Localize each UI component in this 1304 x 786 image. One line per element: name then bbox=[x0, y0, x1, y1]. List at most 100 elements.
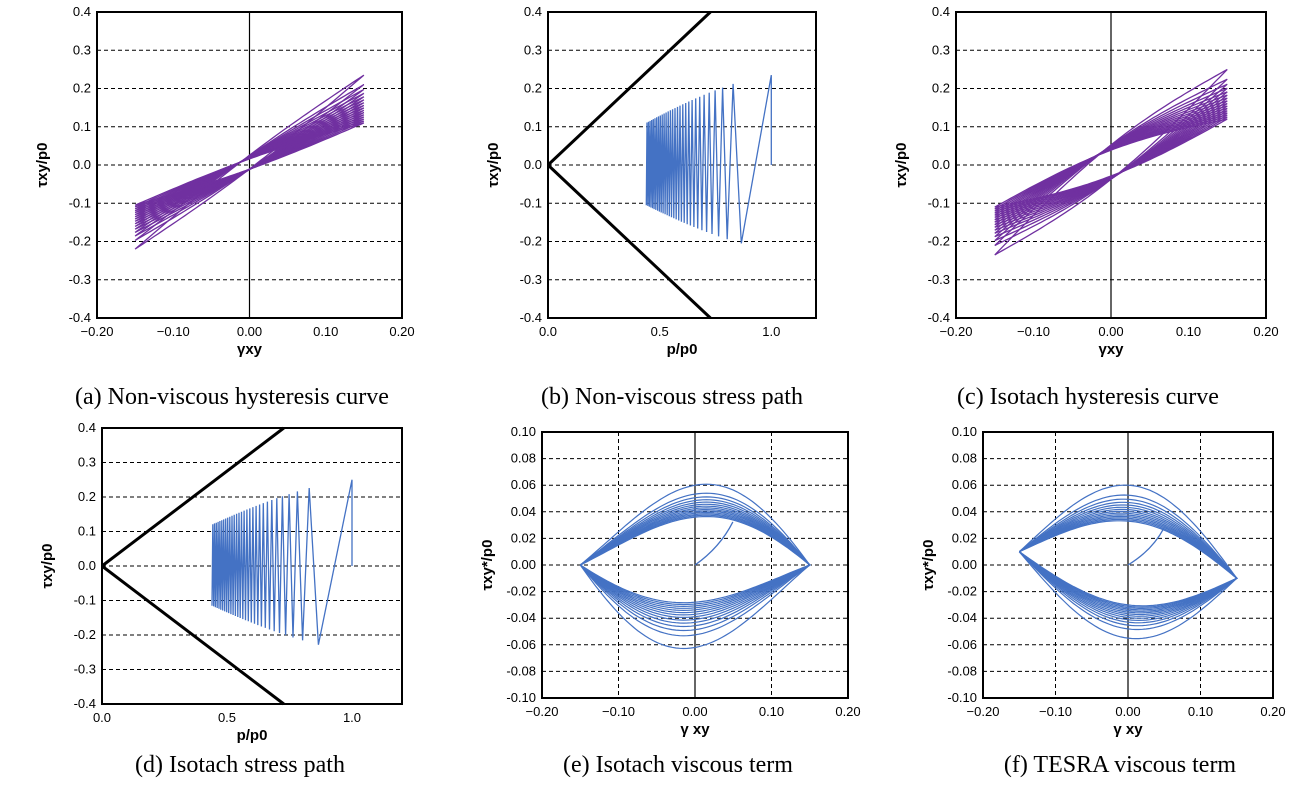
x-tick-label: 0.5 bbox=[218, 710, 236, 725]
y-tick-label: -0.04 bbox=[947, 610, 977, 625]
y-tick-label: -0.04 bbox=[506, 610, 536, 625]
failure-line-upper bbox=[101, 426, 285, 568]
stress-path bbox=[211, 479, 353, 645]
x-tick-label: 0.00 bbox=[1115, 704, 1140, 719]
hysteresis-loop bbox=[134, 104, 365, 222]
plot-border bbox=[541, 431, 849, 699]
figure-caption: (e) Isotach viscous term bbox=[563, 752, 793, 778]
initial-branch bbox=[694, 521, 734, 566]
y-tick-label: -0.10 bbox=[506, 690, 536, 705]
y-tick-label: 0.2 bbox=[73, 81, 91, 96]
x-tick-label: 0.10 bbox=[1176, 324, 1201, 339]
x-tick-label: 0.00 bbox=[237, 324, 262, 339]
hysteresis-loop bbox=[994, 83, 1228, 242]
y-axis-title: τxy/p0 bbox=[893, 142, 910, 187]
chart-e: 0.10 0.08 0.06 0.04 0.02 0.00 -0.02 -0.04 -0.06 -… bbox=[479, 424, 861, 778]
x-tick-label: −0.10 bbox=[1017, 324, 1050, 339]
y-tick-label: -0.4 bbox=[928, 310, 950, 325]
x-axis-title: γ xy bbox=[1113, 721, 1143, 738]
y-tick-label: -0.10 bbox=[947, 690, 977, 705]
chart-a: 0.4 0.3 0.2 0.1 0.0 -0.1 -0.2 -0.3 -0.4−0.20 −0.1… bbox=[34, 4, 415, 410]
hysteresis-loop bbox=[994, 91, 1228, 234]
y-tick-label: -0.06 bbox=[506, 637, 536, 652]
y-tick-label: 0.4 bbox=[73, 4, 91, 19]
figure-caption: (b) Non-viscous stress path bbox=[541, 384, 803, 410]
y-axis-title: τxy/p0 bbox=[485, 142, 502, 187]
y-axis-title: τxy/p0 bbox=[34, 142, 51, 187]
y-tick-label: -0.3 bbox=[928, 272, 950, 287]
y-tick-label: 0.06 bbox=[511, 477, 536, 492]
y-tick-label: -0.1 bbox=[928, 195, 950, 210]
plot-border bbox=[955, 11, 1267, 319]
hysteresis-loop bbox=[134, 107, 365, 220]
hysteresis-loop bbox=[994, 118, 1228, 208]
x-axis-title: γxy bbox=[1098, 341, 1124, 358]
x-axis-title: p/p0 bbox=[667, 341, 698, 358]
hysteresis-loop bbox=[994, 78, 1228, 247]
x-tick-label: 0.5 bbox=[651, 324, 669, 339]
y-tick-label: -0.08 bbox=[506, 663, 536, 678]
y-tick-label: 0.1 bbox=[932, 119, 950, 134]
x-tick-label: −0.20 bbox=[967, 704, 1000, 719]
plot-border bbox=[547, 11, 817, 319]
y-tick-label: 0.3 bbox=[524, 42, 542, 57]
y-tick-label: -0.1 bbox=[520, 195, 542, 210]
chart-d: 0.40.30.20.10.0-0.1-0.2-0.3-0.40.0 0.5 1.0… bbox=[39, 420, 403, 778]
y-tick-label: 0.10 bbox=[952, 424, 977, 439]
x-tick-label: 1.0 bbox=[762, 324, 780, 339]
y-tick-label: -0.02 bbox=[947, 584, 977, 599]
plot-border bbox=[101, 427, 403, 705]
x-tick-label: 0.20 bbox=[835, 704, 860, 719]
y-tick-label: 0.04 bbox=[952, 504, 977, 519]
y-tick-label: -0.1 bbox=[74, 593, 96, 608]
hysteresis-loop bbox=[994, 87, 1228, 238]
x-tick-label: 0.20 bbox=[389, 324, 414, 339]
y-tick-label: 0.0 bbox=[78, 558, 96, 573]
y-tick-label: 0.10 bbox=[511, 424, 536, 439]
y-tick-label: 0.1 bbox=[73, 119, 91, 134]
y-tick-label: 0.00 bbox=[952, 557, 977, 572]
y-tick-label: 0.08 bbox=[952, 451, 977, 466]
y-tick-label: 0.0 bbox=[73, 157, 91, 172]
y-tick-label: 0.02 bbox=[511, 530, 536, 545]
y-tick-label: -0.4 bbox=[520, 310, 542, 325]
x-axis-title: γxy bbox=[237, 341, 263, 358]
stress-path bbox=[645, 74, 772, 244]
failure-line-upper bbox=[546, 10, 712, 167]
x-tick-label: 0.0 bbox=[93, 710, 111, 725]
y-axis-title: τxy*/p0 bbox=[920, 540, 937, 591]
y-tick-label: 0.4 bbox=[932, 4, 950, 19]
x-tick-label: 0.0 bbox=[539, 324, 557, 339]
y-tick-label: 0.04 bbox=[511, 504, 536, 519]
y-tick-label: -0.3 bbox=[74, 662, 96, 677]
x-tick-label: 0.00 bbox=[1098, 324, 1123, 339]
y-tick-label: -0.2 bbox=[69, 234, 91, 249]
y-tick-label: -0.4 bbox=[69, 310, 91, 325]
x-tick-label: −0.20 bbox=[940, 324, 973, 339]
failure-line-lower bbox=[101, 564, 285, 706]
x-tick-label: 0.10 bbox=[1188, 704, 1213, 719]
plot-border bbox=[982, 431, 1274, 699]
figure-caption: (f) TESRA viscous term bbox=[1004, 752, 1237, 778]
x-tick-label: −0.10 bbox=[157, 324, 190, 339]
x-tick-label: 0.20 bbox=[1260, 704, 1285, 719]
hysteresis-loop bbox=[134, 102, 365, 225]
x-axis-title: p/p0 bbox=[237, 727, 268, 744]
y-tick-label: 0.2 bbox=[524, 81, 542, 96]
x-tick-label: −0.20 bbox=[81, 324, 114, 339]
figure-caption: (d) Isotach stress path bbox=[135, 752, 345, 778]
y-tick-label: 0.08 bbox=[511, 451, 536, 466]
y-tick-label: 0.1 bbox=[78, 524, 96, 539]
y-tick-label: 0.3 bbox=[78, 455, 96, 470]
failure-line-lower bbox=[546, 163, 712, 320]
y-tick-label: 0.00 bbox=[511, 557, 536, 572]
x-tick-label: 0.20 bbox=[1253, 324, 1278, 339]
y-tick-label: -0.06 bbox=[947, 637, 977, 652]
x-tick-label: 0.10 bbox=[759, 704, 784, 719]
y-tick-label: 0.02 bbox=[952, 530, 977, 545]
x-tick-label: 0.10 bbox=[313, 324, 338, 339]
plot-border bbox=[96, 11, 403, 319]
y-tick-label: -0.2 bbox=[520, 234, 542, 249]
y-tick-label: -0.08 bbox=[947, 663, 977, 678]
